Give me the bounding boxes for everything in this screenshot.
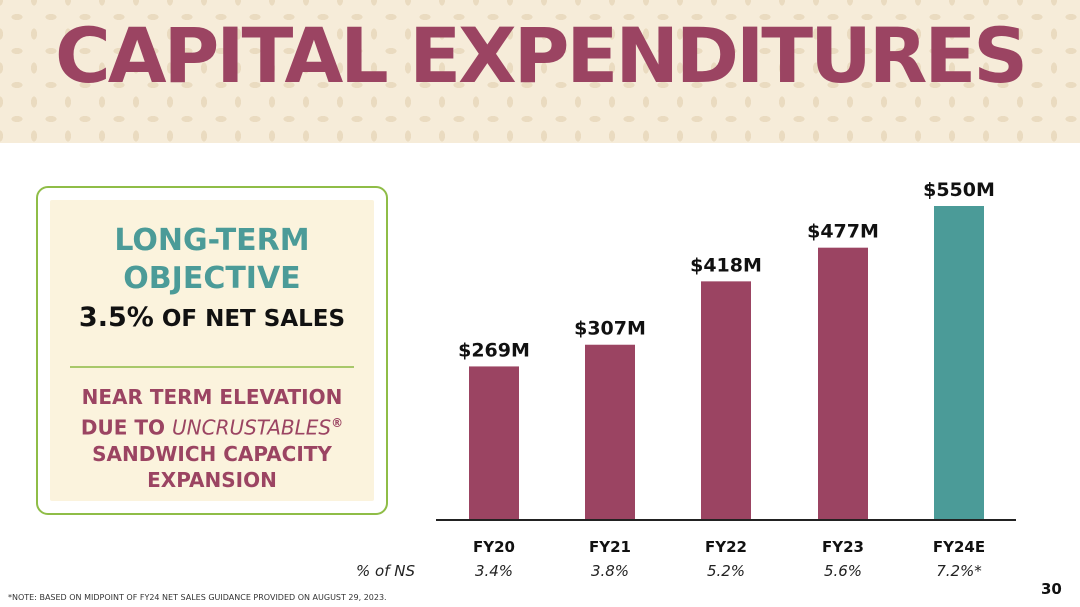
net-sales-target: 3.5% OF NET SALES	[50, 302, 374, 333]
category-label-fy22: FY22	[705, 538, 747, 556]
category-label-fy20: FY20	[473, 538, 515, 556]
objective-card: LONG-TERM OBJECTIVE 3.5% OF NET SALES NE…	[36, 186, 388, 515]
category-label-fy21: FY21	[589, 538, 631, 556]
value-label-fy20: $269M	[458, 339, 530, 361]
objective-card-inner: LONG-TERM OBJECTIVE 3.5% OF NET SALES NE…	[50, 200, 374, 501]
value-label-fy23: $477M	[807, 221, 879, 243]
pct-of-ns-row-label: % of NS	[356, 562, 415, 580]
near-term-elevation-note: NEAR TERM ELEVATION DUE TO UNCRUSTABLES®…	[50, 384, 374, 493]
bar-fy22	[701, 281, 751, 520]
card-divider	[70, 366, 354, 368]
elev-line3: SANDWICH CAPACITY	[92, 441, 332, 466]
pct-of-ns-fy20: 3.4%	[475, 562, 513, 580]
value-label-fy21: $307M	[574, 318, 646, 340]
bar-fy23	[818, 247, 868, 520]
page-number: 30	[1041, 580, 1062, 598]
category-label-fy23: FY23	[822, 538, 864, 556]
long-term-objective-heading: LONG-TERM OBJECTIVE	[50, 222, 374, 298]
target-percent: 3.5%	[78, 302, 154, 333]
uncrustables-brand: UNCRUSTABLES	[172, 415, 332, 440]
value-label-fy24e: $550M	[923, 179, 995, 201]
bar-fy24e	[934, 206, 984, 520]
bar-fy20	[469, 366, 519, 520]
category-label-fy24e: FY24E	[933, 538, 985, 556]
elev-line4: EXPANSION	[147, 467, 277, 492]
bar-fy21	[585, 344, 635, 520]
elev-line1: NEAR TERM ELEVATION	[81, 385, 343, 409]
elev-line2: DUE TO UNCRUSTABLES®	[50, 410, 374, 441]
target-suffix: OF NET SALES	[161, 306, 346, 332]
slide-title: CAPITAL EXPENDITURES	[54, 11, 1028, 100]
value-label-fy22: $418M	[690, 254, 762, 276]
pct-of-ns-fy21: 3.8%	[591, 562, 629, 580]
pct-of-ns-fy23: 5.6%	[824, 562, 862, 580]
objective-line1: LONG-TERM	[114, 223, 310, 258]
elev-line2-prefix: DUE TO	[80, 415, 166, 440]
registered-mark: ®	[331, 416, 344, 430]
footnote: *NOTE: BASED ON MIDPOINT OF FY24 NET SAL…	[8, 593, 387, 602]
pct-of-ns-fy24e: 7.2%*	[936, 562, 982, 580]
pct-of-ns-fy22: 5.2%	[707, 562, 745, 580]
title-banner	[0, 0, 1080, 143]
objective-line2: OBJECTIVE	[123, 261, 301, 296]
